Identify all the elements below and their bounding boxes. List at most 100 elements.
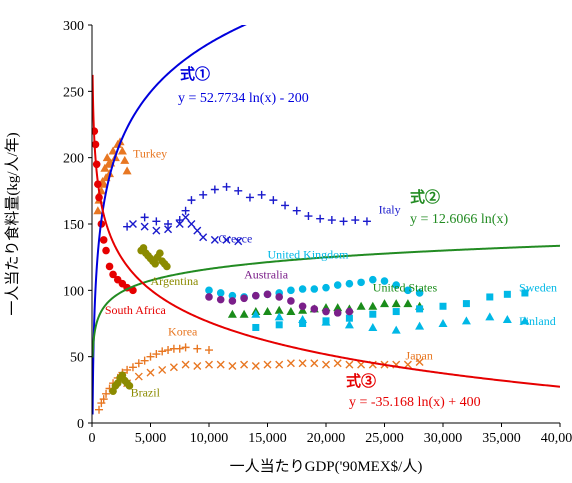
trend-1-equation: y = 52.7734 ln(x) - 200 (178, 91, 309, 106)
x-tick-label: 30,000 (424, 431, 463, 446)
data-point (521, 289, 529, 297)
trend-line-1 (92, 25, 247, 415)
data-point (369, 310, 377, 318)
annotation-greece: Greece (218, 232, 252, 246)
data-point (310, 285, 319, 293)
y-tick-label: 150 (63, 218, 84, 233)
data-point (287, 297, 295, 305)
data-point (416, 305, 424, 313)
data-point (345, 314, 353, 322)
data-point (298, 315, 308, 324)
x-axis-label: 一人当たりGDP('90MEX$/人) (230, 458, 423, 475)
data-point (275, 293, 284, 301)
trend-3-label: 式③ (346, 372, 376, 390)
annotation-united-states: United States (373, 281, 438, 295)
annotation-italy: Italy (379, 202, 401, 216)
data-point (333, 281, 342, 289)
data-point (187, 220, 196, 228)
data-point (158, 365, 167, 374)
data-point (310, 359, 319, 368)
data-point (362, 217, 371, 226)
data-point (210, 235, 219, 244)
data-point (357, 278, 365, 287)
data-point (263, 290, 272, 299)
data-point (164, 346, 173, 355)
data-point (345, 279, 354, 288)
y-tick-label: 50 (70, 351, 84, 366)
data-point (269, 196, 278, 205)
data-point (485, 312, 495, 321)
data-point (240, 360, 249, 369)
data-point (199, 233, 208, 242)
data-point (392, 281, 401, 289)
data-point (125, 382, 134, 390)
data-point (380, 299, 389, 308)
data-point (333, 359, 342, 368)
data-point (108, 146, 118, 155)
data-point (251, 361, 260, 370)
x-tick-label: 10,000 (190, 431, 229, 446)
data-point (316, 214, 325, 223)
y-tick-label: 200 (63, 152, 84, 167)
data-point (520, 316, 530, 325)
data-point (310, 305, 319, 313)
data-point (187, 196, 196, 205)
data-point (164, 220, 173, 228)
trend-3-equation: y = -35.168 ln(x) + 400 (349, 395, 481, 410)
data-point (140, 213, 149, 222)
series-argentina (137, 244, 171, 271)
data-point (216, 295, 225, 304)
annotation-korea: Korea (168, 324, 198, 338)
data-point (391, 299, 401, 308)
y-tick-label: 300 (63, 19, 84, 34)
data-point (245, 193, 254, 202)
series-brazil (109, 371, 134, 395)
annotation-argentina: Argentina (151, 274, 199, 288)
data-point (333, 303, 343, 312)
data-point (275, 321, 283, 329)
data-point (274, 312, 284, 321)
data-point (181, 213, 190, 222)
data-point (351, 216, 360, 225)
data-point (403, 299, 413, 308)
data-point (99, 395, 108, 404)
annotation-turkey: Turkey (133, 147, 167, 161)
data-point (380, 277, 389, 285)
data-point (175, 220, 184, 228)
x-tick-label: 40,000 (541, 431, 572, 446)
data-point (140, 222, 149, 231)
data-points (92, 127, 530, 414)
x-tick-label: 15,000 (248, 431, 287, 446)
annotation-brazil: Brazil (131, 385, 161, 399)
data-point (164, 225, 173, 234)
data-point (123, 365, 132, 374)
annotation-japan: Japan (406, 348, 433, 362)
data-point (205, 286, 213, 295)
x-tick-label: 35,000 (482, 431, 521, 446)
data-point (146, 352, 155, 361)
data-point (240, 294, 248, 303)
data-point (263, 360, 272, 369)
data-point (128, 363, 137, 372)
data-point (368, 322, 378, 331)
data-point (503, 290, 511, 298)
data-point (205, 293, 213, 301)
y-tick-label: 100 (63, 284, 84, 299)
data-point (274, 305, 284, 314)
data-point (322, 283, 330, 292)
data-point (322, 360, 330, 369)
data-point (368, 301, 378, 310)
trend-2-label: 式② (410, 188, 440, 206)
data-point (129, 286, 137, 295)
trend-line-3 (92, 74, 560, 388)
data-point (216, 289, 225, 297)
data-point (227, 309, 237, 318)
y-axis-label: 一人当たり食料量(kg/人/年) (4, 132, 21, 315)
axes (88, 24, 561, 427)
data-point (152, 350, 161, 359)
data-point (345, 360, 354, 369)
data-point (199, 190, 208, 199)
series-finland (251, 309, 530, 334)
data-point (252, 323, 260, 331)
